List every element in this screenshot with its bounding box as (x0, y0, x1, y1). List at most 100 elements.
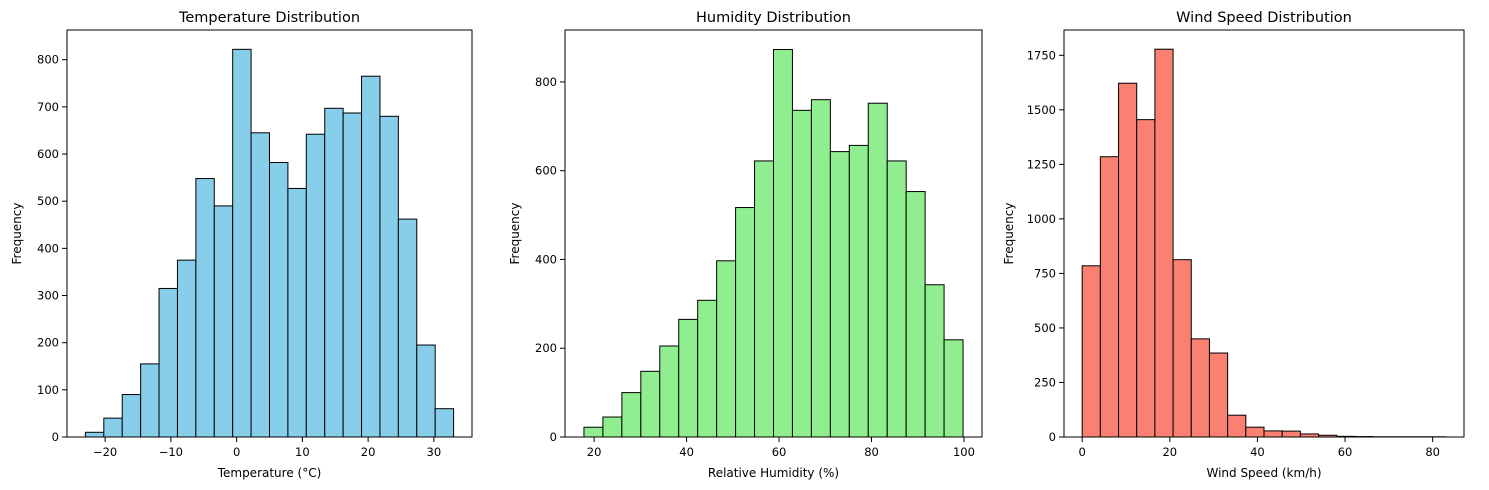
wind-speed-y-tick-label: 1750 (1027, 48, 1056, 62)
wind-speed-bar (1081, 265, 1101, 438)
humidity-x-tick-label: 20 (587, 445, 602, 459)
humidity-bar (829, 151, 850, 438)
humidity-bar (621, 392, 642, 438)
temperature-x-tick-label: 30 (427, 445, 442, 459)
temperature-bar (269, 162, 289, 438)
temperature-x-tick-label: 10 (295, 445, 310, 459)
wind-speed-bar (1136, 119, 1156, 438)
temperature-bar (213, 205, 234, 438)
wind-speed-axes-frame (1063, 29, 1465, 438)
humidity-y-tick-label: 600 (535, 164, 557, 178)
humidity-bar (810, 99, 831, 438)
temperature-bar (305, 133, 326, 438)
temperature-bar (287, 187, 307, 438)
humidity-bar (867, 102, 888, 438)
wind-speed-bar (1154, 48, 1174, 438)
wind-speed-y-tick-label: 0 (1049, 430, 1056, 444)
wind-speed-y-tick-label: 250 (1034, 375, 1056, 389)
temperature-bar (195, 178, 215, 438)
wind-speed-x-tick-label: 40 (1250, 445, 1265, 459)
wind-speed-bar (1208, 352, 1229, 438)
wind-speed-y-tick-label: 500 (1034, 321, 1056, 335)
temperature-axes-frame (66, 29, 473, 438)
temperature-x-tick-label: 0 (233, 445, 240, 459)
temperature-bar (176, 259, 197, 438)
temperature-y-tick-label: 100 (37, 383, 59, 397)
temperature-chart-title: Temperature Distribution (178, 10, 360, 26)
temperature-x-axis-label: Temperature (°C) (217, 466, 322, 480)
temperature-x-tick-label: −20 (93, 445, 117, 459)
humidity-x-tick-label: 60 (772, 445, 787, 459)
temperature-y-tick-label: 700 (37, 100, 59, 114)
humidity-bar (791, 109, 812, 438)
humidity-bar (583, 426, 604, 438)
temperature-bar (434, 408, 455, 438)
wind-speed-y-tick-label: 750 (1034, 266, 1056, 280)
wind-speed-y-tick-label: 1000 (1027, 212, 1056, 226)
wind-speed-bar (1190, 338, 1210, 438)
temperature-y-tick-label: 500 (37, 194, 59, 208)
temperature-chart: −20 −10 0 10 20 300100200300400500600700800Te… (10, 10, 473, 480)
humidity-chart: 20 40 60 80 100 0 200 400 600 800 Humidity Distrib… (508, 10, 983, 480)
humidity-bar (754, 160, 775, 438)
temperature-bar (342, 112, 363, 438)
wind-speed-y-tick-label: 1500 (1027, 103, 1056, 117)
humidity-bar (773, 49, 793, 438)
wind-speed-x-tick-label: 80 (1425, 445, 1440, 459)
humidity-bar (943, 339, 964, 438)
temperature-bar (397, 218, 418, 438)
temperature-x-tick-label: −10 (159, 445, 183, 459)
temperature-y-tick-label: 800 (37, 53, 59, 67)
wind-speed-bar (1172, 259, 1192, 438)
humidity-bar (924, 284, 945, 438)
temperature-bar (232, 48, 252, 438)
temperature-bar (84, 431, 105, 438)
humidity-x-tick-label: 80 (864, 445, 879, 459)
wind-speed-y-tick-label: 1250 (1027, 157, 1056, 171)
wind-speed-x-axis-label: Wind Speed (km/h) (1206, 466, 1321, 480)
humidity-bar (848, 144, 869, 438)
humidity-bar (716, 260, 737, 438)
humidity-axes-frame (564, 29, 983, 438)
humidity-bar (697, 299, 718, 438)
wind-speed-bar (1263, 430, 1283, 438)
humidity-bar (640, 370, 661, 438)
humidity-bar (886, 160, 907, 438)
wind-speed-bar (1099, 156, 1120, 438)
humidity-bar (735, 207, 756, 438)
humidity-bar (905, 191, 926, 438)
temperature-bar (121, 394, 142, 438)
wind-speed-chart: 0 20 40 60 80 0 250 500 750 1000 1250 1500 1750 Wind … (1002, 10, 1465, 480)
humidity-bar (678, 318, 699, 438)
temperature-bar (379, 115, 399, 438)
humidity-x-tick-label: 100 (953, 445, 975, 459)
humidity-bar (659, 345, 680, 438)
humidity-x-axis-label: Relative Humidity (%) (708, 466, 839, 480)
humidity-y-tick-label: 200 (535, 341, 557, 355)
temperature-bar (103, 417, 123, 438)
humidity-y-tick-label: 400 (535, 252, 557, 266)
humidity-y-tick-label: 800 (535, 75, 557, 89)
humidity-bar (602, 416, 623, 438)
temperature-bar (250, 132, 271, 438)
temperature-y-tick-label: 200 (37, 336, 59, 350)
wind-speed-y-axis-label: Frequency (1002, 203, 1016, 265)
humidity-y-axis-label: Frequency (508, 203, 522, 265)
wind-speed-bar (1118, 82, 1138, 438)
humidity-chart-title: Humidity Distribution (696, 10, 851, 26)
temperature-bar (140, 363, 160, 438)
humidity-x-tick-label: 40 (679, 445, 694, 459)
temperature-y-tick-label: 400 (37, 241, 59, 255)
wind-speed-x-tick-label: 0 (1079, 445, 1086, 459)
temperature-bar (416, 344, 436, 438)
temperature-bar (361, 75, 381, 438)
temperature-x-tick-label: 20 (361, 445, 376, 459)
humidity-y-tick-label: 0 (550, 430, 557, 444)
temperature-bar (158, 287, 178, 438)
wind-speed-x-tick-label: 60 (1338, 445, 1353, 459)
temperature-bar (324, 107, 344, 438)
wind-speed-bar (1281, 430, 1301, 438)
wind-speed-chart-title: Wind Speed Distribution (1176, 10, 1352, 26)
temperature-y-axis-label: Frequency (10, 203, 24, 265)
temperature-y-tick-label: 300 (37, 289, 59, 303)
